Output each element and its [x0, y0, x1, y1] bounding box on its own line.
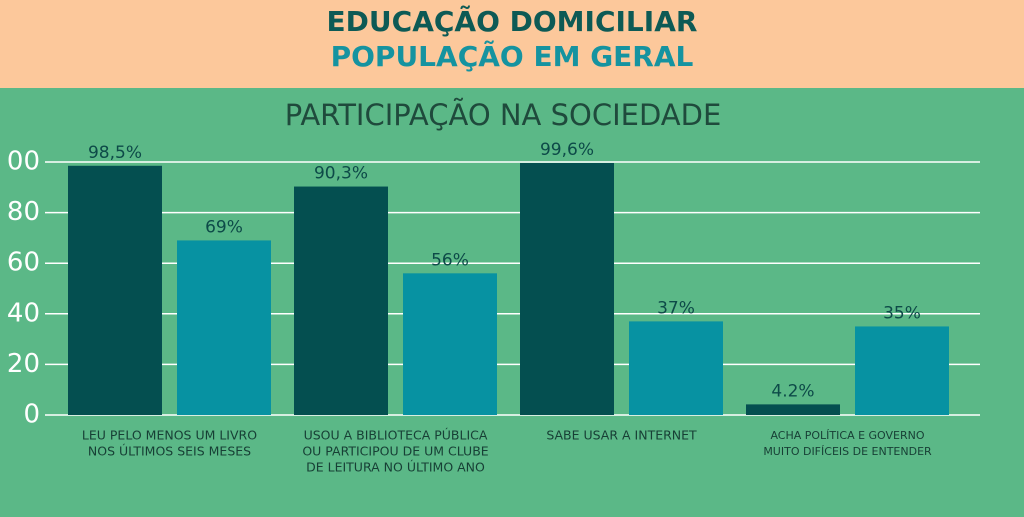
bar [520, 163, 614, 415]
bar [68, 165, 162, 415]
x-tick-label: NOS ÚLTIMOS SEIS MESES [88, 444, 251, 459]
value-label: 35% [883, 303, 921, 323]
x-tick-label: SABE USAR A INTERNET [546, 428, 697, 443]
x-tick-label: DE LEITURA NO ÚLTIMO ANO [306, 460, 485, 475]
value-label: 99,6% [540, 140, 594, 160]
x-tick-label: MUITO DIFÍCEIS DE ENTENDER [763, 445, 932, 458]
section-title: PARTICIPAÇÃO NA SOCIEDADE [285, 98, 722, 132]
bar [629, 321, 723, 415]
value-label: 90,3% [314, 164, 368, 184]
x-tick-label: OU PARTICIPOU DE UM CLUBE [302, 444, 488, 459]
y-tick-label: 20 [7, 349, 40, 379]
bar [177, 240, 271, 415]
bar [855, 326, 949, 415]
value-label: 37% [657, 298, 695, 318]
bar [746, 404, 840, 415]
y-tick-label: 40 [7, 298, 40, 328]
y-tick-label: 80 [7, 197, 40, 227]
y-tick-label: 0 [23, 400, 40, 430]
y-tick-label: 00 [7, 147, 40, 177]
value-label: 4.2% [771, 381, 814, 401]
bar [403, 273, 497, 415]
y-tick-label: 60 [7, 248, 40, 278]
header-band [0, 0, 1024, 88]
value-label: 69% [205, 217, 243, 237]
x-tick-label: LEU PELO MENOS UM LIVRO [82, 428, 257, 443]
bar [294, 186, 388, 415]
value-label: 98,5% [88, 143, 142, 163]
x-tick-label: USOU A BIBLIOTECA PÚBLICA [304, 428, 488, 443]
value-label: 56% [431, 250, 469, 270]
x-tick-label: ACHA POLÍTICA E GOVERNO [770, 429, 924, 442]
chart-subtitle: POPULAÇÃO EM GERAL [331, 39, 694, 73]
chart-background [0, 88, 1024, 517]
chart-title: EDUCAÇÃO DOMICILIAR [327, 4, 698, 38]
